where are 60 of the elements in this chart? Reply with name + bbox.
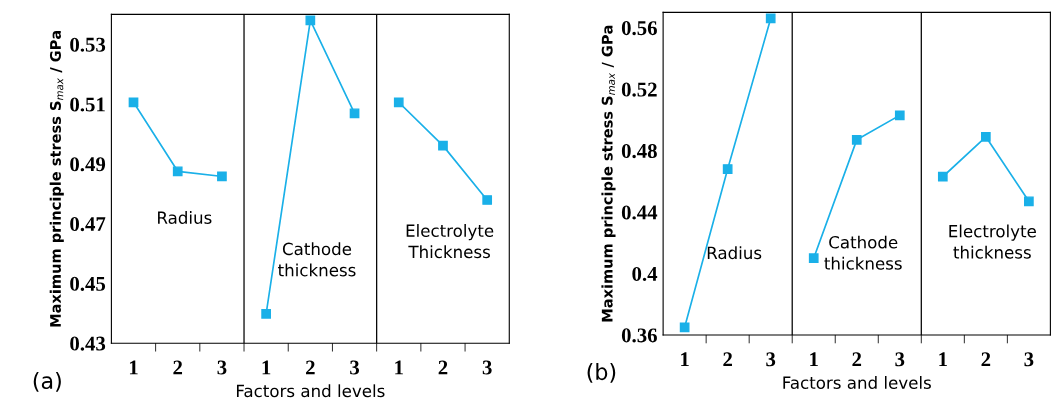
x-tick-label: 3: [217, 360, 227, 375]
point: [438, 140, 448, 151]
x-tick-label: 1: [129, 360, 138, 375]
y-tick-label: 0.56: [621, 21, 657, 36]
y-axis-title: Maximum principle stress S$_{max}$ / GPa: [49, 30, 64, 327]
y-tick-label: 0.47: [70, 217, 106, 232]
point: [894, 110, 905, 121]
point: [393, 97, 404, 108]
point: [128, 97, 139, 108]
x-axis-title: Factors and levels: [236, 384, 385, 398]
x-tick-label: 2: [173, 360, 183, 375]
y-tick-label: 0.53: [70, 37, 106, 52]
series-label: Electrolyte thickness: [949, 224, 1036, 259]
x-tick-label: 3: [895, 352, 905, 367]
x-tick-label: 2: [852, 352, 862, 367]
x-tick-label: 3: [1024, 352, 1034, 367]
x-tick-label: 2: [438, 360, 448, 375]
y-axis-title: Maximum principle stress S$_{max}$ / GPa: [601, 25, 616, 322]
point: [1024, 196, 1034, 207]
point: [808, 253, 819, 264]
point: [722, 164, 733, 174]
text: (b): [587, 362, 616, 383]
x-tick-label: 3: [350, 360, 360, 375]
point: [172, 166, 183, 177]
x-tick-label: 1: [939, 352, 947, 367]
x-tick-label: 2: [981, 352, 991, 367]
series-label: Cathode thickness: [824, 235, 902, 270]
y-tick-label: 0.48: [621, 143, 657, 159]
point: [679, 322, 690, 333]
point: [765, 13, 776, 24]
y-tick-label: 0.36: [621, 328, 657, 343]
y-tick-label: 0.43: [70, 336, 106, 351]
y-tick-label: 0.51: [70, 97, 105, 112]
x-tick-label: 1: [262, 360, 271, 375]
x-tick-label: 2: [306, 360, 315, 375]
text: (a): [33, 371, 61, 392]
series-label: Cathode thickness: [278, 242, 356, 277]
series-label: Radius: [707, 246, 762, 260]
x-tick-label: 1: [810, 352, 818, 367]
y-tick-label: 0.49: [70, 157, 106, 172]
x-tick-label: 3: [766, 352, 776, 367]
x-tick-label: 3: [482, 360, 492, 375]
point: [980, 131, 991, 142]
y-tick-label: 0.52: [621, 82, 657, 97]
point: [937, 171, 948, 182]
point: [482, 195, 493, 205]
x-tick-label: 2: [723, 352, 732, 367]
point: [305, 15, 316, 26]
x-axis-title: Factors and levels: [783, 376, 931, 389]
y-tick-label: 0.44: [621, 205, 658, 220]
x-tick-label: 1: [395, 360, 403, 375]
series-label: Radius: [158, 211, 212, 224]
point: [261, 309, 271, 319]
point: [851, 134, 862, 145]
series-label: Electrolyte Thickness: [406, 224, 494, 259]
y-tick-label: 0.45: [70, 276, 106, 291]
x-tick-label: 1: [681, 352, 689, 367]
point: [349, 108, 360, 119]
y-tick-label: 0.4: [632, 266, 658, 282]
point: [217, 171, 227, 182]
